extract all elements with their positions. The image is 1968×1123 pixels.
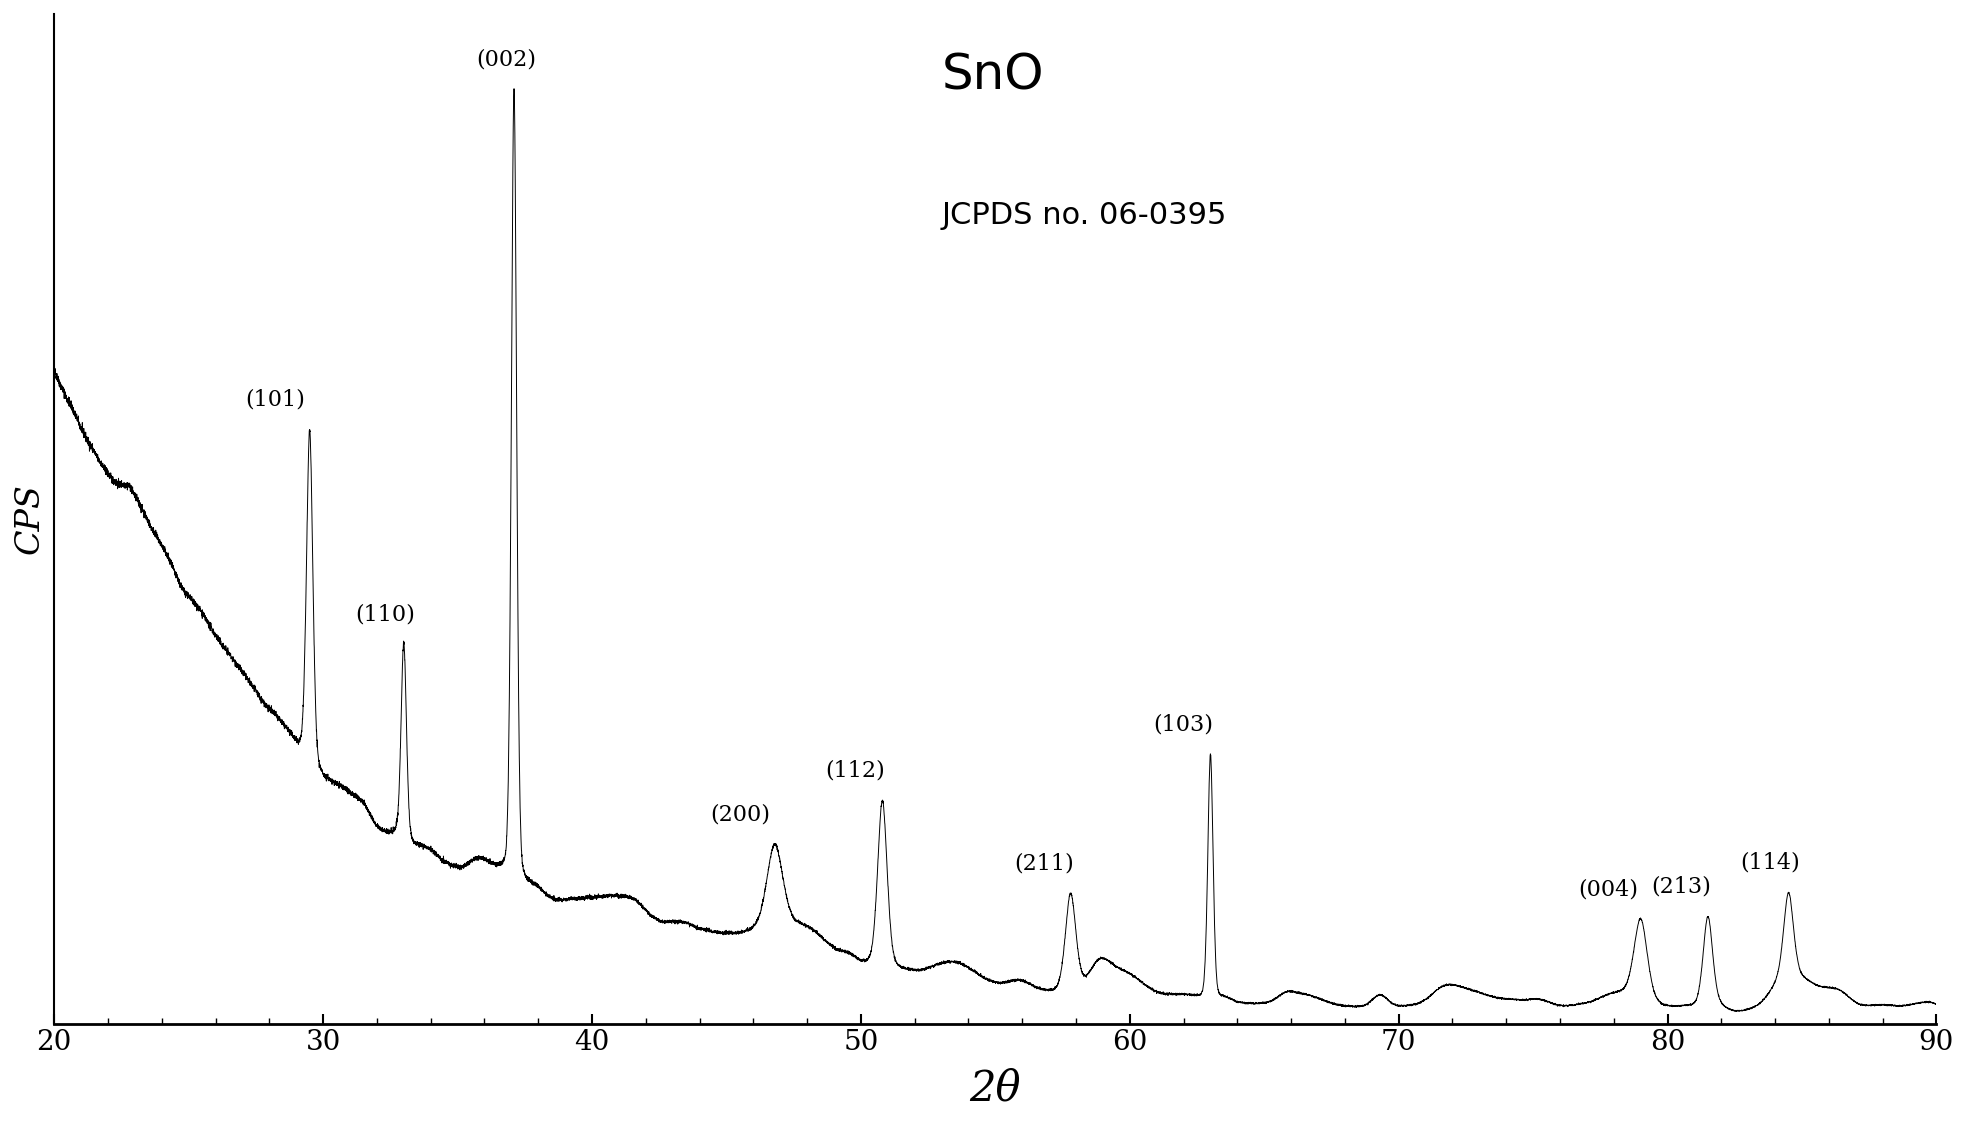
Text: SnO: SnO (941, 52, 1045, 99)
Text: (114): (114) (1740, 851, 1799, 874)
Text: (110): (110) (354, 604, 415, 626)
Y-axis label: CPS: CPS (14, 484, 45, 555)
Text: (213): (213) (1651, 876, 1710, 897)
Text: (112): (112) (827, 759, 886, 782)
Text: (103): (103) (1153, 713, 1214, 736)
Text: (004): (004) (1578, 878, 1639, 901)
Text: (211): (211) (1014, 852, 1075, 875)
Text: (200): (200) (710, 803, 769, 825)
Text: JCPDS no. 06-0395: JCPDS no. 06-0395 (941, 201, 1226, 230)
X-axis label: 2θ: 2θ (970, 1067, 1021, 1110)
Text: (002): (002) (476, 48, 535, 70)
Text: (101): (101) (244, 389, 305, 411)
